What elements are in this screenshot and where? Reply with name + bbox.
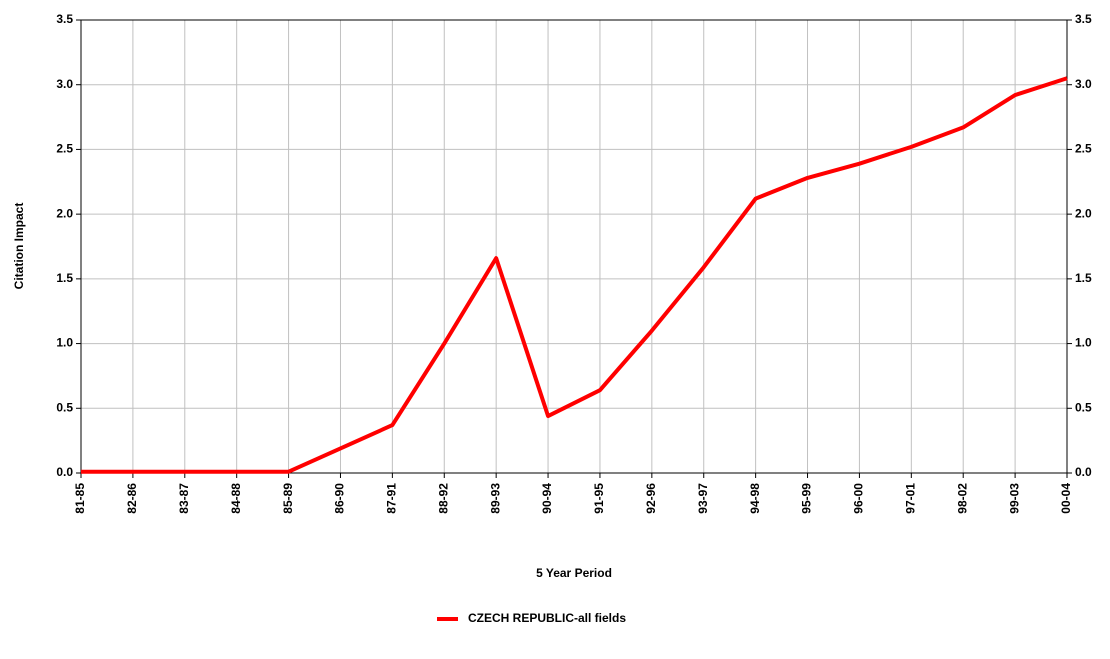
data-line — [81, 76, 1068, 474]
x-axis-title: 5 Year Period — [536, 566, 612, 580]
y2-tick-label: 0.5 — [1075, 400, 1092, 414]
x-tick-label: 86-90 — [333, 483, 347, 514]
y-tick-label: 0.0 — [56, 465, 73, 479]
y-tick-label: 3.0 — [56, 77, 73, 91]
x-tick-label: 94-98 — [748, 483, 762, 514]
y2-tick-label: 2.5 — [1075, 142, 1092, 156]
x-tick-label: 95-99 — [800, 483, 814, 514]
x-tick-label: 91-95 — [592, 483, 606, 514]
x-tick-label: 93-97 — [696, 483, 710, 514]
y-axis-title: Citation Impact — [12, 203, 26, 290]
plot-frame — [80, 19, 1068, 474]
x-tick-label: 00-04 — [1059, 483, 1073, 514]
x-tick-label: 99-03 — [1007, 483, 1021, 514]
x-tick-label: 85-89 — [281, 483, 295, 514]
y2-tick-label: 1.5 — [1075, 271, 1092, 285]
x-tick-label: 83-87 — [177, 483, 191, 514]
y2-tick-label: 2.0 — [1075, 206, 1092, 220]
x-tick-label: 89-93 — [488, 483, 502, 514]
y-tick-label: 1.5 — [56, 271, 73, 285]
x-tick-label: 88-92 — [436, 483, 450, 514]
x-tick-label: 87-91 — [385, 483, 399, 514]
y-tick-label: 2.0 — [56, 206, 73, 220]
x-tick-label: 90-94 — [540, 483, 554, 514]
y-tick-label: 2.5 — [56, 142, 73, 156]
x-tick-label: 81-85 — [73, 483, 87, 514]
y2-tick-label: 3.0 — [1075, 77, 1092, 91]
y2-tick-label: 1.0 — [1075, 336, 1092, 350]
x-tick-label: 98-02 — [955, 483, 969, 514]
y-tick-label: 0.5 — [56, 400, 73, 414]
y2-tick-label: 0.0 — [1075, 465, 1092, 479]
x-tick-label: 96-00 — [852, 483, 866, 514]
legend-label: CZECH REPUBLIC-all fields — [468, 611, 626, 625]
x-tick-label: 82-86 — [125, 483, 139, 514]
x-tick-label: 97-01 — [903, 483, 917, 514]
y-tick-label: 3.5 — [56, 12, 73, 26]
y-tick-label: 1.0 — [56, 336, 73, 350]
x-tick-label: 92-96 — [644, 483, 658, 514]
x-tick-label: 84-88 — [229, 483, 243, 514]
y2-tick-label: 3.5 — [1075, 12, 1092, 26]
